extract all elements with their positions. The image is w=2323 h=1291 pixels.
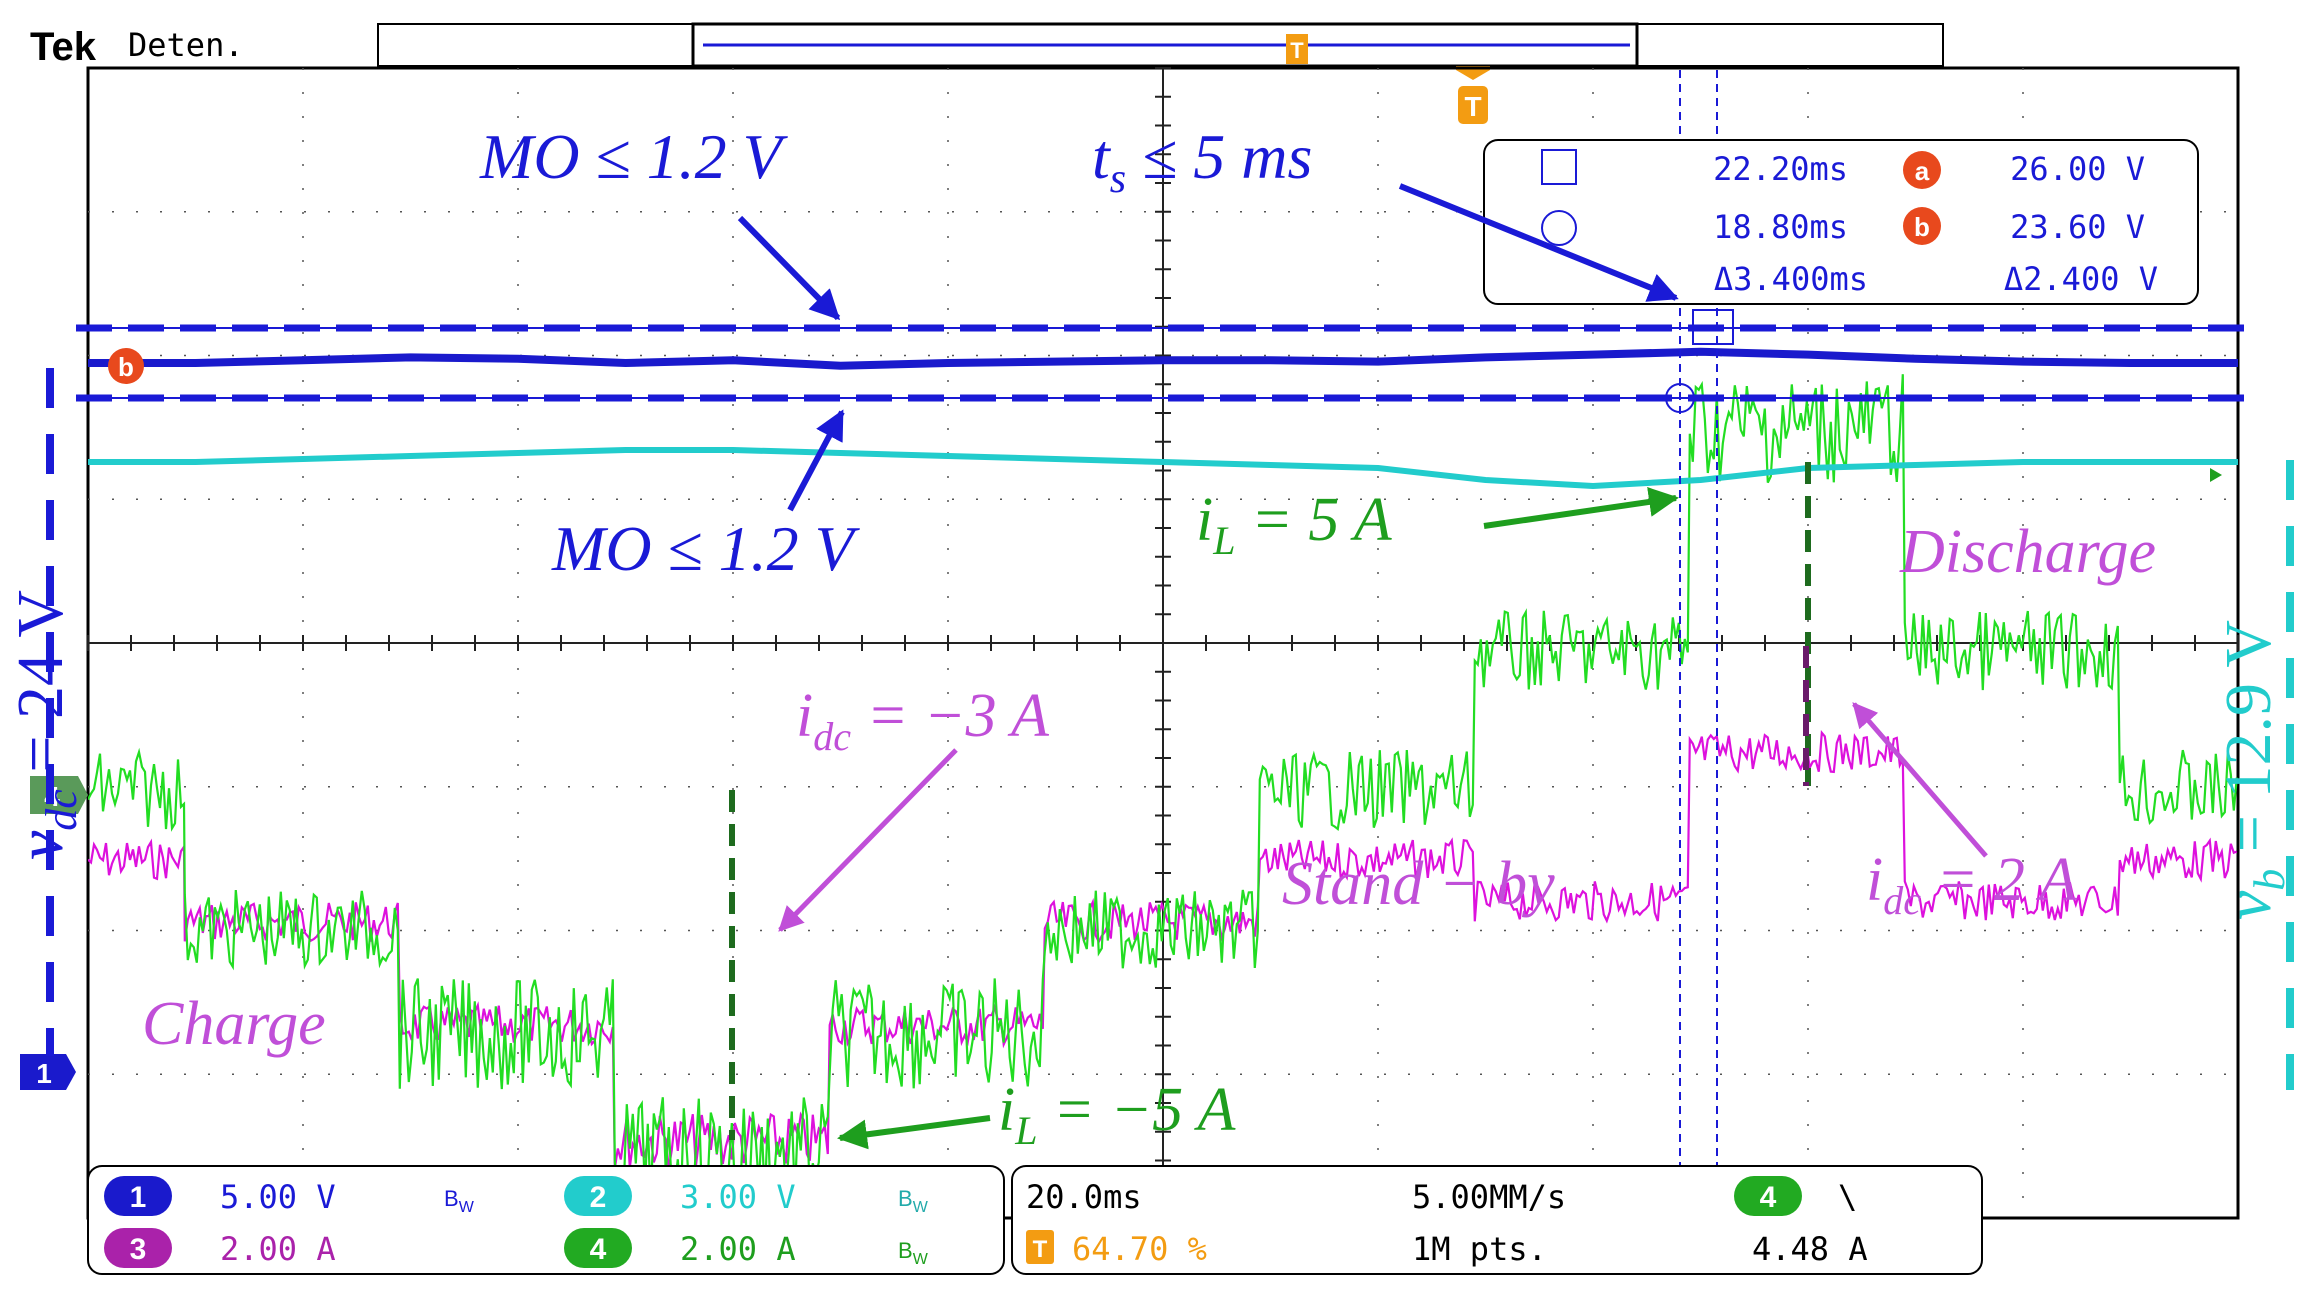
svg-text:b: b: [1914, 212, 1930, 242]
cursor-circle-icon: [1541, 210, 1577, 246]
svg-text:1: 1: [36, 1058, 52, 1089]
trigger-position-readout[interactable]: T 64.70 %: [1026, 1230, 1207, 1268]
cursor-b-marker[interactable]: b: [108, 348, 144, 384]
brand-label: Tek: [30, 25, 97, 69]
svg-text:BW: BW: [444, 1186, 475, 1216]
svg-text:3: 3: [130, 1233, 147, 1266]
svg-text:64.70 %: 64.70 %: [1072, 1230, 1207, 1268]
cursor-dv: Δ2.400 V: [2004, 260, 2158, 298]
vb-label: vb = 12.9 V: [2212, 620, 2294, 920]
ch1-settings[interactable]: 1 5.00 V BW: [104, 1176, 475, 1216]
cursor-readout-panel: 22.20ms 18.80ms Δ3.400ms a b 26.00 V 23.…: [1483, 139, 2199, 305]
label-charge: Charge: [142, 990, 326, 1058]
cursor-t1: 22.20ms: [1713, 150, 1848, 188]
ch2-settings[interactable]: 2 3.00 V BW: [564, 1176, 929, 1216]
annotation-il-neg: iL = −5 A: [998, 1076, 1237, 1153]
arrow-idc-neg: [778, 748, 958, 932]
ch2-level-marker: [2210, 468, 2222, 482]
channel-settings-panel: 1 5.00 V BW 2 3.00 V BW 3 2.00 A 4 2.00 …: [87, 1165, 1005, 1275]
arrow-il-pos: [1483, 487, 1679, 529]
record-length: 1M pts.: [1412, 1230, 1547, 1268]
svg-text:b: b: [118, 352, 134, 382]
arrow-il-neg: [837, 1115, 991, 1150]
svg-text:4: 4: [590, 1233, 607, 1266]
cursor-square-icon: [1541, 149, 1577, 185]
annotation-il-pos: iL = 5 A: [1196, 486, 1393, 563]
ch3-settings[interactable]: 3 2.00 A: [104, 1228, 336, 1268]
svg-text:T: T: [1033, 1236, 1048, 1263]
trigger-position-marker[interactable]: T: [1286, 34, 1308, 64]
time-per-div[interactable]: 20.0ms: [1026, 1178, 1142, 1216]
record-overview-bar[interactable]: [377, 22, 1944, 68]
ch1-marker[interactable]: 1: [20, 1054, 76, 1090]
ch4-settings[interactable]: 4 2.00 A BW: [564, 1228, 929, 1268]
arrow-idc-pos: [1852, 702, 1988, 858]
cursor-va: 26.00 V: [2010, 150, 2145, 188]
cursor-a-icon: [1903, 151, 1941, 189]
svg-text:T: T: [1290, 38, 1304, 63]
acquisition-status: Deten.: [128, 26, 244, 64]
trigger-slope-icon: \: [1838, 1178, 1857, 1216]
trace-ch1-vdc: [88, 347, 2238, 370]
trace-ch3-idc: [88, 730, 2238, 1169]
timebase-panel: 20.0ms 5.00MM/s 4 \ T 64.70 % 1M pts. 4.…: [1011, 1165, 1983, 1275]
svg-text:5.00 V: 5.00 V: [220, 1178, 336, 1216]
svg-text:BW: BW: [898, 1238, 929, 1268]
cursor-dt: Δ3.400ms: [1714, 260, 1868, 298]
trace-ch4-il: [88, 374, 2238, 1207]
cursor-lines: [76, 70, 2250, 1218]
cursor-t2: 18.80ms: [1713, 208, 1848, 246]
annotation-idc-pos: idc = 2 A: [1866, 846, 2078, 923]
trace-ch2-vb: [88, 447, 2238, 489]
sample-rate: 5.00MM/s: [1412, 1178, 1566, 1216]
label-discharge: Discharge: [1899, 518, 2156, 586]
arrow-mo-top: [737, 215, 841, 321]
svg-text:T: T: [1464, 91, 1481, 122]
annotation-mo-top: MO ≤ 1.2 V: [479, 121, 789, 192]
annotation-idc-neg: idc = −3 A: [796, 682, 1050, 759]
svg-text:2.00 A: 2.00 A: [680, 1230, 796, 1268]
waveform-traces: [88, 347, 2238, 1207]
svg-text:1: 1: [130, 1181, 147, 1214]
trigger-point-marker[interactable]: T: [1456, 66, 1490, 124]
label-standby: Stand − by: [1282, 850, 1555, 918]
svg-text:a: a: [1915, 156, 1930, 186]
svg-text:3.00 V: 3.00 V: [680, 1178, 796, 1216]
svg-text:4: 4: [1760, 1181, 1777, 1214]
cursor-b-icon: [1903, 207, 1941, 245]
annotation-mo-bottom: MO ≤ 1.2 V: [551, 513, 861, 584]
svg-text:2.00 A: 2.00 A: [220, 1230, 336, 1268]
vdc-label: vdc = 24 V: [4, 590, 86, 860]
arrow-ts: [1398, 183, 1679, 302]
annotation-ts: ts ≤ 5 ms: [1092, 121, 1312, 202]
trigger-level[interactable]: 4.48 A: [1752, 1230, 1868, 1268]
svg-text:BW: BW: [898, 1186, 929, 1216]
svg-text:2: 2: [590, 1181, 607, 1214]
cursor-vb: 23.60 V: [2010, 208, 2145, 246]
arrow-mo-bottom: [787, 409, 845, 512]
trigger-source[interactable]: 4: [1734, 1176, 1802, 1216]
